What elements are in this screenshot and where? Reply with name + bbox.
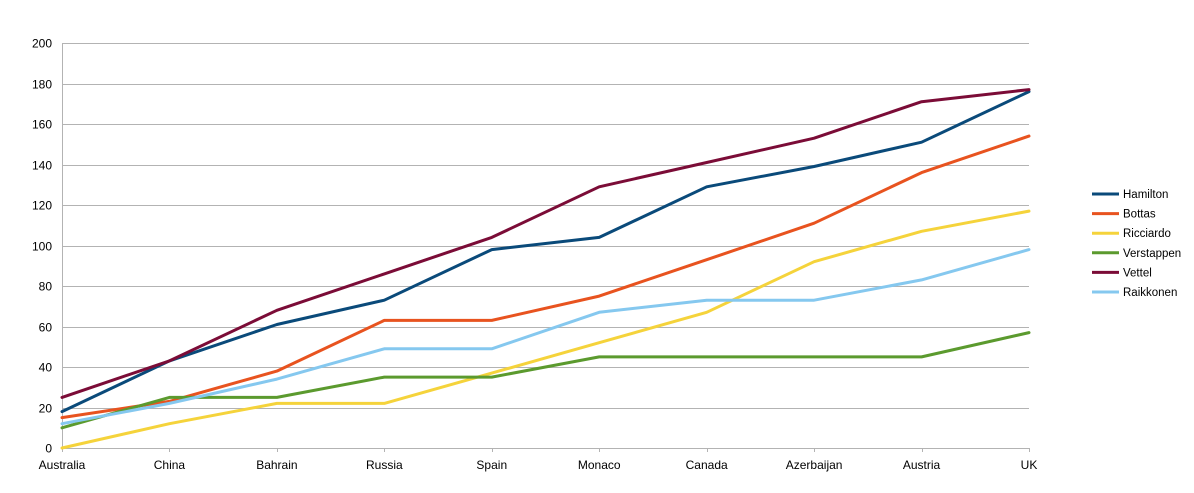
series-line-vettel <box>60 88 1031 399</box>
series-line-raikkonen <box>60 248 1031 426</box>
legend-item: Bottas <box>1092 209 1156 221</box>
y-tick-label: 40 <box>39 361 53 375</box>
y-tick-label: 80 <box>39 280 53 294</box>
x-tick-label: Russia <box>366 458 403 472</box>
series-line-hamilton <box>60 90 1031 414</box>
y-tick-label: 200 <box>32 37 52 51</box>
x-tick-label: Monaco <box>578 458 621 472</box>
legend-label: Ricciardo <box>1123 228 1171 240</box>
x-tick-label: Azerbaijan <box>786 458 843 472</box>
series-line-bottas <box>60 134 1031 420</box>
legend-label: Hamilton <box>1123 189 1168 201</box>
legend-item: Hamilton <box>1092 189 1168 201</box>
y-tick-label: 120 <box>32 199 52 213</box>
y-tick-label: 60 <box>39 321 53 335</box>
legend-label: Bottas <box>1123 209 1156 221</box>
series-line-verstappen <box>60 331 1031 430</box>
y-tick-label: 160 <box>32 118 52 132</box>
legend-label: Raikkonen <box>1123 287 1177 299</box>
x-axis-tick-labels: Australia China Bahrain Russia Spain Monaco Ca… <box>39 458 1038 472</box>
x-tick-label: Austria <box>903 458 941 472</box>
legend-item: Vettel <box>1092 267 1152 279</box>
grid-lines <box>62 43 1030 452</box>
legend: Hamilton Bottas Ricciardo Verstappen Vettel R… <box>1092 189 1181 299</box>
x-tick-label: Australia <box>39 458 86 472</box>
y-tick-label: 180 <box>32 78 52 92</box>
y-tick-label: 0 <box>45 442 52 456</box>
legend-item: Ricciardo <box>1092 228 1171 240</box>
legend-label: Vettel <box>1123 267 1152 279</box>
x-tick-label: Spain <box>476 458 507 472</box>
x-tick-label: Canada <box>686 458 728 472</box>
x-tick-label: UK <box>1021 458 1038 472</box>
y-tick-label: 140 <box>32 159 52 173</box>
x-tick-label: China <box>154 458 186 472</box>
legend-label: Verstappen <box>1123 248 1181 260</box>
series-line-ricciardo <box>60 209 1031 450</box>
legend-item: Verstappen <box>1092 248 1181 260</box>
series-lines <box>60 88 1031 450</box>
y-tick-label: 20 <box>39 402 53 416</box>
legend-item: Raikkonen <box>1092 287 1177 299</box>
x-tick-label: Bahrain <box>256 458 297 472</box>
y-axis-tick-labels: 0 20 40 60 80 100 120 140 160 180 200 <box>32 37 52 456</box>
y-tick-label: 100 <box>32 240 52 254</box>
